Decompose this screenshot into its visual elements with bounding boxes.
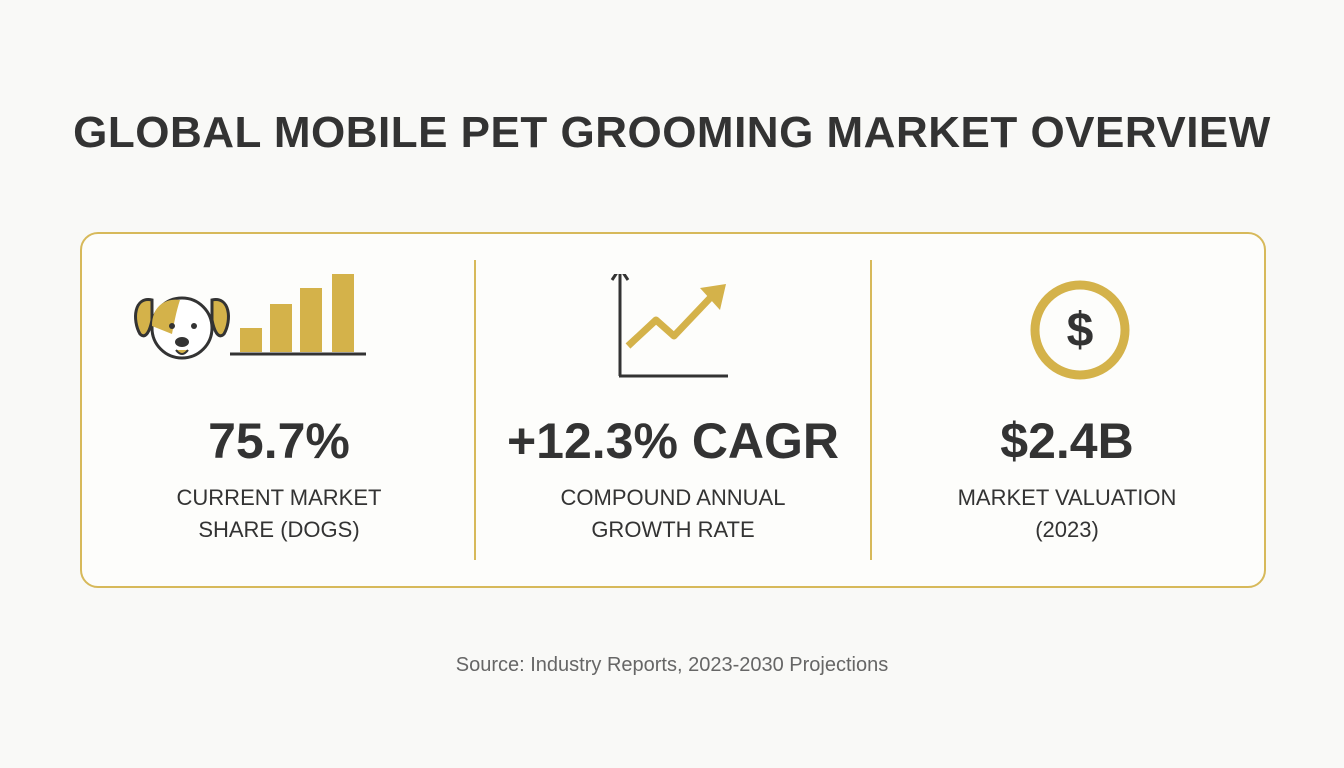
source: Source: Industry Reports, 2023-2030 Proj… <box>455 654 889 676</box>
stat-value: $2.4B <box>1000 413 1134 469</box>
label-line: MARKET VALUATION <box>957 485 1177 510</box>
stat: +12.3% CAGR COMPOUND ANNUAL GROWTH RATE <box>476 234 870 586</box>
dog-bars-icon <box>134 274 366 360</box>
growth-icon <box>610 274 728 378</box>
label-line: GROWTH RATE <box>591 517 755 542</box>
stat: $ $2.4B MARKET VALUATION (2023) <box>870 234 1264 586</box>
stat: 75.7% CURRENT MARKET SHARE (DOGS) <box>82 234 476 586</box>
divider <box>474 260 476 560</box>
stats-card: 75.7% CURRENT MARKET SHARE (DOGS) +12.3%… <box>80 232 1266 588</box>
label-line: SHARE (DOGS) <box>198 517 360 542</box>
stat-label: MARKET VALUATION (2023) <box>870 482 1264 546</box>
label-line: CURRENT MARKET <box>176 485 382 510</box>
stat-label: COMPOUND ANNUAL GROWTH RATE <box>476 482 870 546</box>
stat-value: 75.7% <box>208 413 350 469</box>
title: GLOBAL MOBILE PET GROOMING MARKET OVERVI… <box>73 108 1271 157</box>
dollar-icon: $ <box>1030 280 1130 380</box>
label-line: COMPOUND ANNUAL <box>560 485 786 510</box>
stat-label: CURRENT MARKET SHARE (DOGS) <box>82 482 476 546</box>
label-line: (2023) <box>1035 517 1099 542</box>
svg-text:$: $ <box>1067 304 1094 357</box>
stat-value: +12.3% CAGR <box>506 413 840 469</box>
divider <box>870 260 872 560</box>
